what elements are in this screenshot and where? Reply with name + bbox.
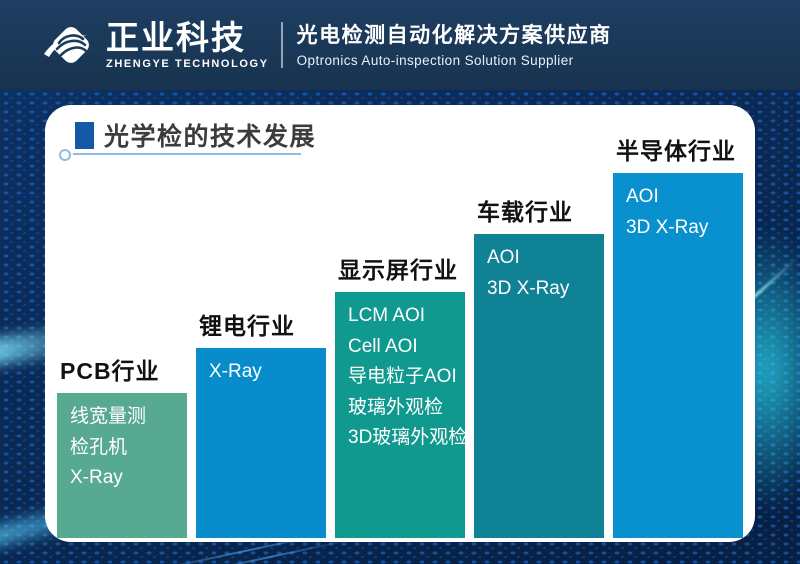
underline-circle-icon bbox=[59, 149, 71, 161]
title-underline bbox=[59, 149, 301, 161]
industry-item: LCM AOI bbox=[348, 305, 426, 326]
industry-column: 锂电行业 X-Ray bbox=[196, 307, 326, 538]
industry-label: 显示屏行业 bbox=[338, 257, 458, 283]
industry-items-list: X-Ray bbox=[196, 348, 326, 382]
company-logo: 正业科技 ZHENGYE TECHNOLOGY bbox=[42, 16, 269, 74]
header-tagline: 光电检测自动化解决方案供应商 Optronics Auto-inspection… bbox=[297, 23, 612, 68]
content-card: 光学检的技术发展 PCB行业 线宽量测检孔机 X-Ray 锂电行业 X-Ray 显… bbox=[45, 105, 755, 542]
industry-item: 线宽量测 bbox=[70, 406, 147, 427]
industry-column: 车载行业 AOI 3D X-Ray bbox=[474, 193, 604, 538]
industry-bar: AOI 3D X-Ray bbox=[474, 234, 604, 538]
title-bullet-square bbox=[75, 121, 94, 149]
slide-title-row: 光学检的技术发展 bbox=[75, 117, 316, 153]
industry-column: 显示屏行业 LCM AOI Cell AOI 导电粒子AOI 玻璃外观检 3D玻璃外观检 bbox=[335, 251, 468, 538]
industry-item: AOI bbox=[487, 247, 520, 268]
industry-bar: 线宽量测检孔机 X-Ray bbox=[57, 393, 187, 538]
industry-label: PCB行业 bbox=[60, 358, 160, 384]
industry-item: 检孔机 bbox=[70, 436, 128, 458]
slide-title: 光学检的技术发展 bbox=[104, 123, 317, 151]
industry-item: AOI bbox=[626, 186, 659, 207]
industry-item: 3D X-Ray bbox=[626, 216, 709, 238]
company-name-zh: 正业科技 bbox=[106, 18, 246, 56]
industry-label: 半导体行业 bbox=[616, 138, 736, 164]
industry-items-list: 线宽量测检孔机 X-Ray bbox=[57, 393, 187, 488]
header-divider bbox=[280, 22, 283, 68]
header-bar: 正业科技 ZHENGYE TECHNOLOGY 光电检测自动化解决方案供应商 O… bbox=[0, 0, 800, 90]
industry-staircase: PCB行业 线宽量测检孔机 X-Ray 锂电行业 X-Ray 显示屏行业 LCM … bbox=[57, 132, 743, 538]
industry-items-list: AOI 3D X-Ray bbox=[613, 173, 743, 238]
industry-label: 车载行业 bbox=[477, 199, 573, 225]
zhengye-diamond-swirl-icon bbox=[44, 27, 89, 63]
tagline-zh: 光电检测自动化解决方案供应商 bbox=[296, 23, 612, 47]
industry-column: 半导体行业 AOI 3D X-Ray bbox=[613, 132, 743, 538]
industry-items-list: AOI 3D X-Ray bbox=[474, 234, 604, 299]
industry-items-list: LCM AOI Cell AOI 导电粒子AOI 玻璃外观检 3D玻璃外观检 bbox=[335, 292, 468, 448]
industry-column: PCB行业 线宽量测检孔机 X-Ray bbox=[57, 352, 187, 538]
industry-label: 锂电行业 bbox=[199, 313, 295, 339]
industry-item: Cell AOI bbox=[348, 335, 418, 357]
industry-bar: X-Ray bbox=[196, 348, 326, 538]
tagline-en: Optronics Auto-inspection Solution Suppl… bbox=[296, 52, 574, 68]
company-name-en: ZHENGYE TECHNOLOGY bbox=[106, 57, 269, 70]
industry-item: X-Ray bbox=[209, 361, 262, 382]
industry-item: X-Ray bbox=[70, 467, 123, 488]
industry-item: 导电粒子AOI bbox=[348, 366, 457, 387]
industry-item: 3D玻璃外观检 bbox=[348, 427, 468, 448]
industry-item: 玻璃外观检 bbox=[348, 396, 444, 418]
industry-bar: AOI 3D X-Ray bbox=[613, 173, 743, 538]
industry-item: 3D X-Ray bbox=[487, 277, 570, 299]
industry-bar: LCM AOI Cell AOI 导电粒子AOI 玻璃外观检 3D玻璃外观检 bbox=[335, 292, 468, 538]
